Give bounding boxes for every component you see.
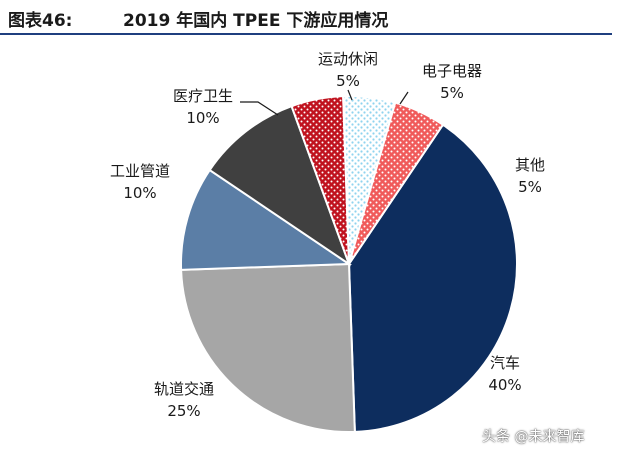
title-underline xyxy=(0,33,612,35)
leader-line-4 xyxy=(347,89,353,101)
pie-slice-2 xyxy=(180,168,353,271)
pie-slice-0 xyxy=(347,123,518,433)
slice-value-label-6: 5% xyxy=(518,178,542,196)
slice-value-label-4: 5% xyxy=(336,72,360,90)
leader-line-5 xyxy=(399,91,409,105)
slice-label-1: 轨道交通 xyxy=(154,380,214,398)
chart-title: 2019 年国内 TPEE 下游应用情况 xyxy=(123,11,389,31)
slice-value-label-3: 10% xyxy=(186,109,219,127)
watermark: 头条 @未来智库 xyxy=(482,429,585,445)
slice-label-0: 汽车 xyxy=(490,354,520,372)
pie-slice-3 xyxy=(208,104,351,267)
slice-label-4: 运动休闲 xyxy=(318,50,378,68)
pie-slice-6 xyxy=(348,101,445,265)
slice-label-6: 其他 xyxy=(515,156,545,174)
slice-label-5: 电子电器 xyxy=(422,62,482,80)
figure-label: 图表46: xyxy=(8,11,73,31)
slice-label-2: 工业管道 xyxy=(110,162,170,180)
leader-line-3 xyxy=(240,101,279,116)
pie-slice-1 xyxy=(180,262,356,433)
slice-value-label-5: 5% xyxy=(440,84,464,102)
slice-label-3: 医疗卫生 xyxy=(173,87,233,105)
figure-header: 图表46: 2019 年国内 TPEE 下游应用情况 xyxy=(0,0,618,36)
slice-value-label-1: 25% xyxy=(167,402,200,420)
slice-value-label-2: 10% xyxy=(123,184,156,202)
slice-value-label-0: 40% xyxy=(488,376,521,394)
